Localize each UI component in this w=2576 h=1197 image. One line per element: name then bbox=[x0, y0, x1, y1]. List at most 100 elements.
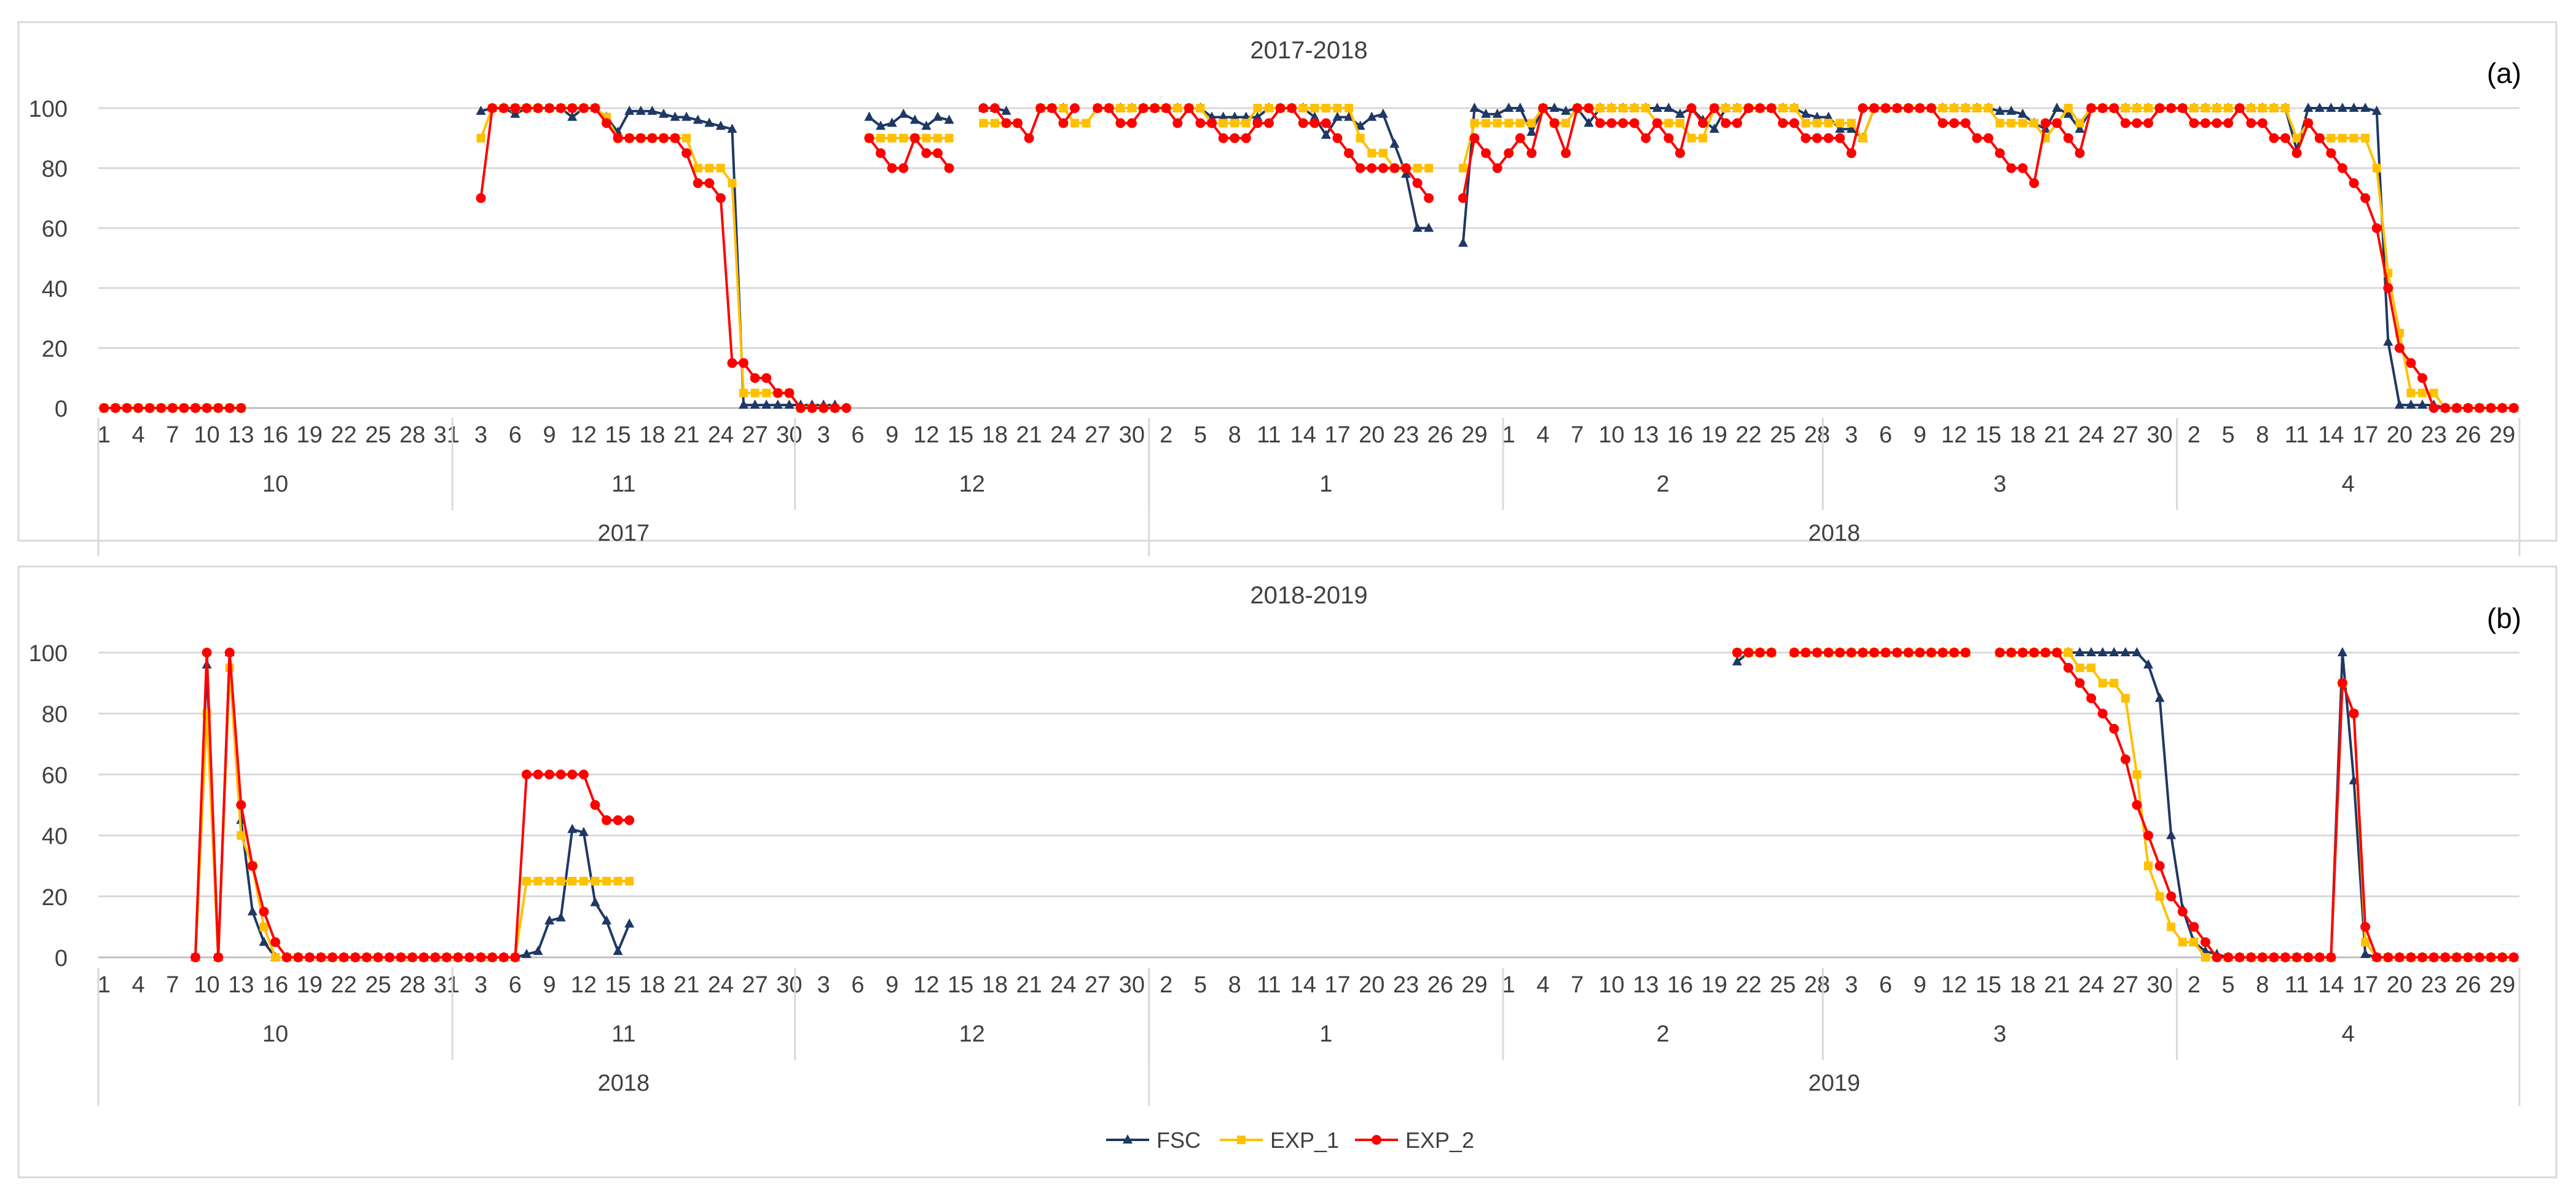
data-point bbox=[1001, 105, 1011, 115]
data-point bbox=[1173, 104, 1182, 112]
data-point bbox=[510, 952, 520, 962]
year-label: 2017 bbox=[598, 520, 650, 546]
x-day-tick-label: 29 bbox=[1461, 422, 1487, 448]
data-point bbox=[1367, 163, 1377, 173]
x-day-tick-label: 18 bbox=[982, 972, 1008, 998]
x-day-tick-label: 30 bbox=[1119, 422, 1145, 448]
data-point bbox=[2200, 937, 2210, 948]
data-point bbox=[1823, 648, 1834, 657]
x-day-tick-label: 12 bbox=[571, 972, 597, 998]
data-point bbox=[2440, 952, 2451, 962]
data-point bbox=[567, 823, 578, 833]
data-point bbox=[1481, 108, 1491, 118]
data-point bbox=[1789, 118, 1799, 128]
data-point bbox=[727, 124, 737, 133]
x-day-tick-label: 15 bbox=[948, 422, 973, 448]
x-day-tick-label: 23 bbox=[2421, 972, 2446, 998]
data-point bbox=[1310, 104, 1319, 112]
x-day-tick-label: 20 bbox=[2387, 972, 2413, 998]
data-point bbox=[2246, 952, 2256, 962]
x-day-tick-label: 5 bbox=[2222, 422, 2235, 448]
data-point bbox=[498, 103, 509, 113]
data-point bbox=[1960, 118, 1971, 128]
data-point bbox=[1846, 648, 1856, 657]
data-point bbox=[2394, 343, 2405, 353]
data-point bbox=[579, 877, 588, 885]
data-point bbox=[2154, 693, 2165, 702]
data-point bbox=[602, 118, 612, 128]
x-day-tick-label: 29 bbox=[2489, 422, 2515, 448]
data-point bbox=[1070, 103, 1080, 113]
data-point bbox=[979, 119, 988, 128]
data-point bbox=[1961, 104, 1970, 112]
data-point bbox=[1846, 148, 1856, 159]
data-point bbox=[1584, 117, 1594, 127]
data-point bbox=[2155, 892, 2164, 901]
data-point bbox=[2201, 104, 2210, 112]
data-point bbox=[384, 952, 395, 962]
data-point bbox=[2326, 103, 2336, 112]
data-point bbox=[1880, 103, 1891, 113]
data-point bbox=[2006, 119, 2016, 128]
data-point bbox=[2372, 163, 2381, 173]
data-point bbox=[1846, 124, 1856, 133]
data-point bbox=[1093, 103, 1103, 113]
x-day-tick-label: 7 bbox=[166, 422, 179, 448]
data-point bbox=[2497, 403, 2508, 413]
data-point bbox=[1344, 148, 1354, 159]
data-point bbox=[521, 103, 532, 113]
data-point bbox=[1070, 119, 1080, 128]
data-point bbox=[578, 826, 589, 836]
data-point bbox=[1150, 103, 1160, 113]
data-point bbox=[1413, 163, 1422, 173]
x-day-tick-label: 1 bbox=[1502, 422, 1515, 448]
data-point bbox=[624, 133, 635, 143]
data-point bbox=[1035, 103, 1046, 113]
x-day-tick-label: 9 bbox=[886, 422, 898, 448]
data-point bbox=[2075, 124, 2085, 133]
data-point bbox=[1196, 104, 1205, 112]
data-point bbox=[1847, 119, 1856, 128]
data-point bbox=[2178, 938, 2187, 947]
x-day-tick-label: 9 bbox=[1914, 972, 1926, 998]
x-day-tick-label: 8 bbox=[2256, 422, 2269, 448]
x-day-tick-label: 3 bbox=[1845, 422, 1858, 448]
data-point bbox=[2281, 104, 2290, 112]
data-point bbox=[784, 399, 795, 409]
x-day-tick-label: 5 bbox=[1194, 422, 1207, 448]
x-day-tick-label: 30 bbox=[2146, 422, 2172, 448]
data-point bbox=[658, 133, 669, 143]
data-point bbox=[1001, 118, 1011, 128]
data-point bbox=[568, 877, 577, 885]
data-point bbox=[1515, 119, 1525, 128]
x-day-tick-label: 28 bbox=[399, 972, 425, 998]
data-point bbox=[2247, 104, 2256, 112]
data-point bbox=[1584, 103, 1594, 113]
data-point bbox=[2052, 103, 2062, 112]
data-point bbox=[2257, 952, 2268, 962]
x-day-tick-label: 1 bbox=[1502, 972, 1515, 998]
data-point bbox=[1800, 648, 1811, 657]
month-label: 1 bbox=[1319, 1021, 1332, 1047]
data-point bbox=[772, 388, 783, 398]
y-tick-label: 80 bbox=[42, 157, 68, 182]
data-point bbox=[1504, 119, 1514, 128]
x-day-tick-label: 15 bbox=[1976, 972, 2001, 998]
data-point bbox=[453, 952, 463, 962]
data-point bbox=[1709, 103, 1719, 113]
x-day-tick-label: 17 bbox=[2352, 422, 2378, 448]
x-day-tick-label: 14 bbox=[1290, 972, 1316, 998]
data-point bbox=[864, 133, 874, 143]
data-point bbox=[2063, 662, 2073, 673]
data-point bbox=[1345, 104, 1354, 112]
data-point bbox=[1024, 133, 1034, 143]
data-point bbox=[533, 103, 543, 113]
data-point bbox=[1526, 148, 1537, 159]
x-day-tick-label: 6 bbox=[1879, 422, 1892, 448]
x-day-tick-label: 8 bbox=[2256, 972, 2269, 998]
data-point bbox=[1458, 237, 1468, 247]
x-day-tick-label: 11 bbox=[1257, 972, 1281, 998]
data-point bbox=[1367, 149, 1376, 158]
